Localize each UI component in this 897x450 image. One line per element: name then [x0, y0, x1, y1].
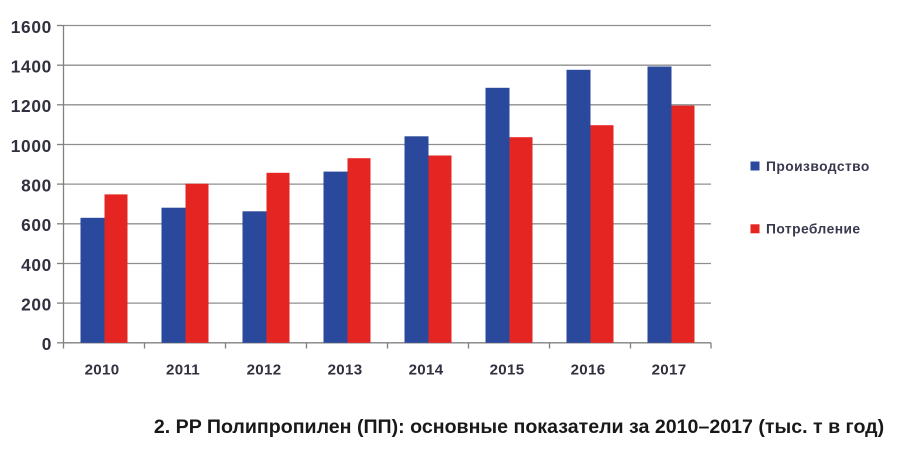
svg-text:2017: 2017: [652, 361, 687, 378]
svg-text:800: 800: [21, 176, 52, 196]
svg-text:2015: 2015: [490, 361, 525, 378]
svg-text:2011: 2011: [166, 361, 200, 378]
svg-text:1000: 1000: [11, 136, 52, 156]
svg-text:1200: 1200: [11, 96, 52, 116]
svg-text:2012: 2012: [247, 361, 282, 378]
svg-text:Производство: Производство: [766, 159, 870, 174]
svg-text:1600: 1600: [11, 17, 52, 37]
svg-text:Потребление: Потребление: [766, 222, 861, 237]
svg-text:2013: 2013: [328, 361, 363, 378]
svg-text:200: 200: [21, 295, 52, 315]
svg-text:600: 600: [21, 215, 52, 235]
svg-text:0: 0: [42, 334, 52, 354]
svg-text:2014: 2014: [409, 361, 444, 378]
svg-text:1400: 1400: [11, 57, 52, 77]
svg-text:2. PP Полипропилен (ПП): основ: 2. PP Полипропилен (ПП): основные показа…: [154, 416, 884, 438]
svg-text:2016: 2016: [571, 361, 606, 378]
svg-text:2010: 2010: [85, 361, 120, 378]
svg-text:400: 400: [21, 255, 52, 275]
